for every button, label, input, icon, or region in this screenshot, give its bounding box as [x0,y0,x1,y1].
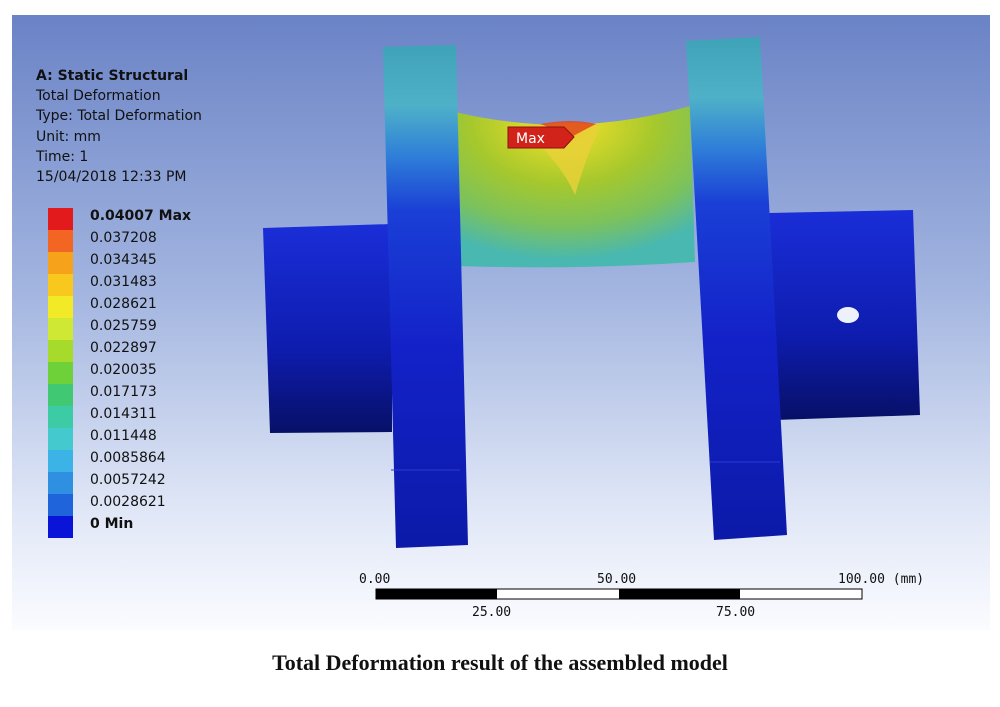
legend-swatch [48,406,73,428]
legend-label: 0.011448 [90,428,157,444]
hole [837,307,859,323]
result-name: Total Deformation [36,88,161,105]
legend-swatch [48,384,73,406]
right-plate [686,37,787,540]
legend-label: 0.034345 [90,252,157,268]
scale-label-50: 50.00 [597,572,637,587]
analysis-title: A: Static Structural [36,68,189,84]
legend-label: 0.025759 [90,318,157,334]
result-info: A: Static Structural Total Deformation T… [36,66,202,187]
legend-label: 0.04007 Max [90,208,192,224]
result-unit: Unit: mm [36,128,101,145]
max-marker-label: Max [516,131,545,147]
legend-swatch [48,252,73,274]
deformed-model[interactable]: Max [12,15,990,630]
legend-swatch [48,318,73,340]
legend-label: 0.017173 [90,384,157,400]
legend-swatch [48,274,73,296]
legend-label: 0.031483 [90,274,157,290]
figure-caption: Total Deformation result of the assemble… [272,650,728,675]
scale-label-75: 75.00 [716,605,756,620]
legend-label: 0.014311 [90,406,157,422]
legend-label: 0.0028621 [90,494,166,510]
legend-swatch [48,472,73,494]
left-plate [383,45,468,548]
ansys-viewport[interactable]: Max [12,15,990,630]
legend-label: 0.0057242 [90,472,166,488]
legend-label: 0.020035 [90,362,157,378]
legend-swatch [48,296,73,318]
scale-label-0: 0.00 [359,572,391,587]
legend-swatch [48,450,73,472]
legend-label: 0 Min [90,516,134,532]
scale-label-100: 100.00 (mm) [838,572,925,587]
legend-swatch [48,230,73,252]
legend-label: 0.0085864 [90,450,166,466]
max-marker: Max [507,126,575,149]
legend-label: 0.022897 [90,340,157,356]
scale-bar [375,588,863,600]
legend-label: 0.028621 [90,296,157,312]
legend-swatch [48,516,73,538]
legend-swatch [48,340,73,362]
result-date: 15/04/2018 12:33 PM [36,169,187,186]
scale-label-25: 25.00 [472,605,512,620]
legend-swatch [48,494,73,516]
legend-swatch [48,428,73,450]
legend-swatch [48,362,73,384]
result-type: Type: Total Deformation [36,108,202,125]
beam-peak [540,121,596,138]
left-hub [263,224,392,433]
legend-label: 0.037208 [90,230,157,246]
result-time: Time: 1 [36,148,89,165]
legend-swatch [48,208,73,230]
